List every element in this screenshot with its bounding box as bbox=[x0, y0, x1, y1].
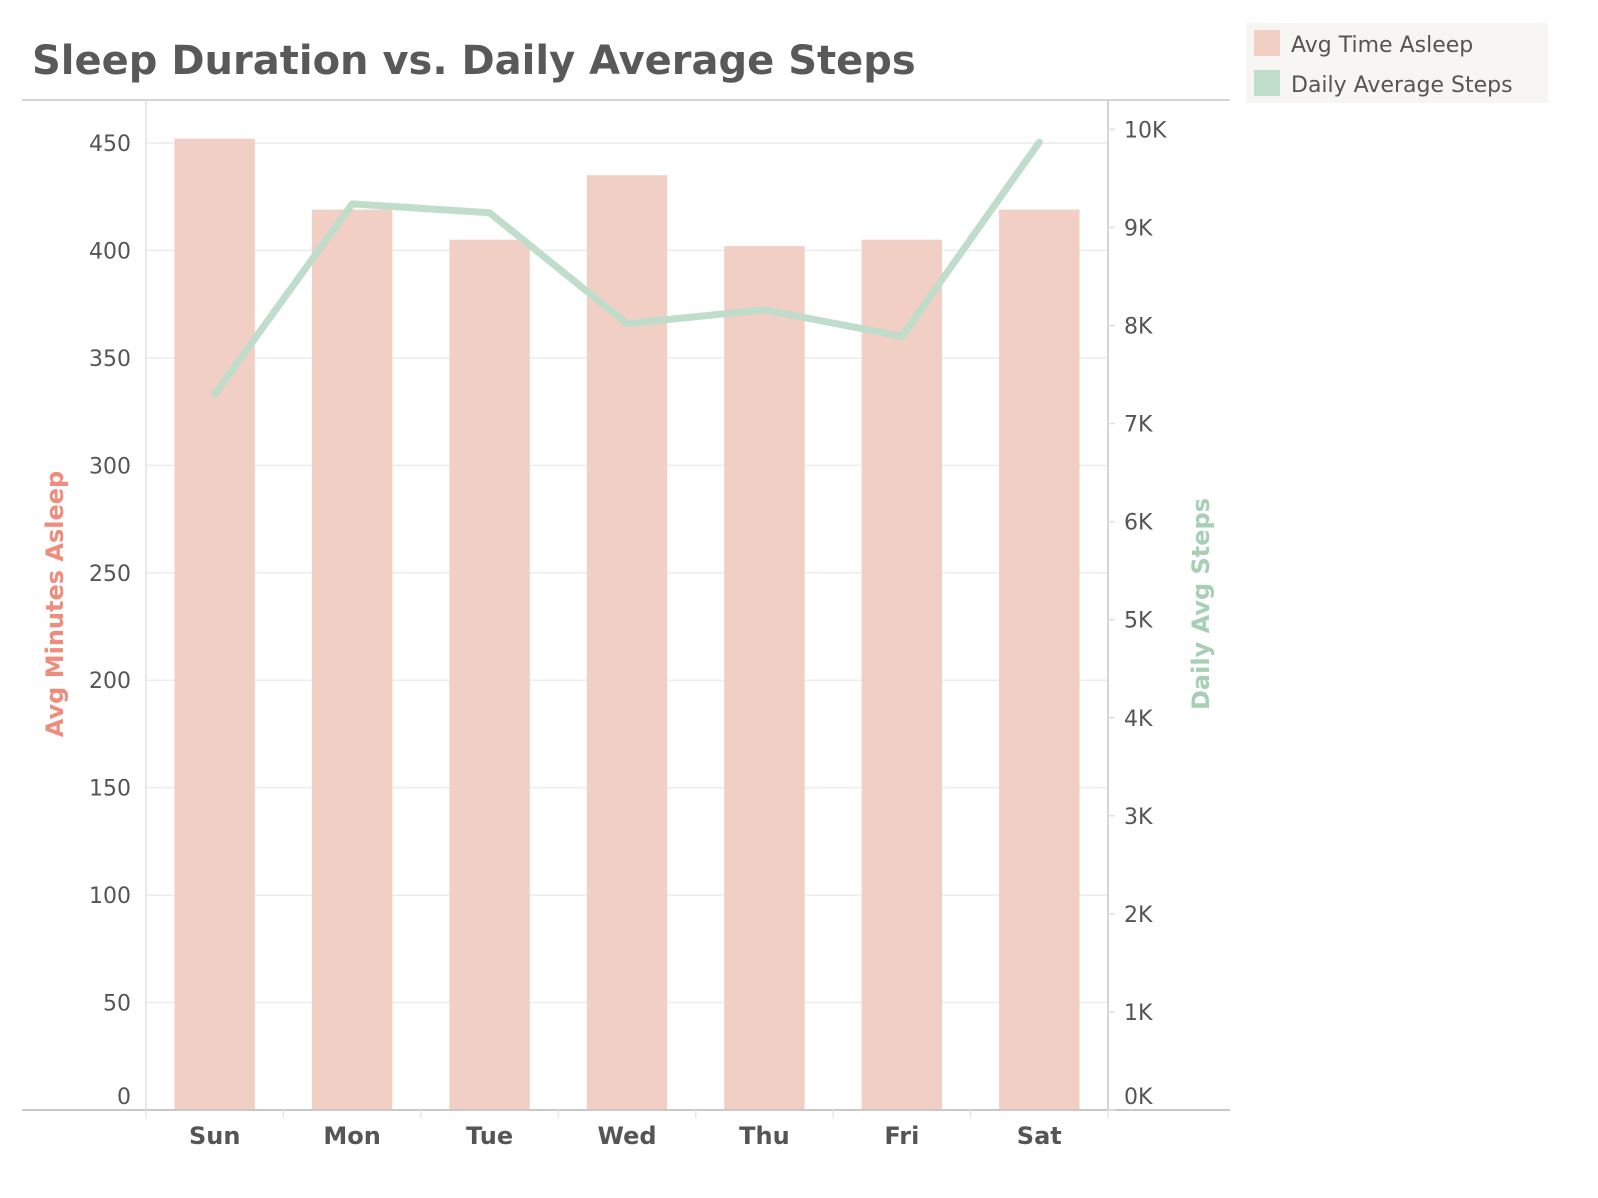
bar-mon bbox=[311, 209, 393, 1110]
category-label-sun: Sun bbox=[189, 1122, 240, 1150]
right-tick-label: 8K bbox=[1124, 315, 1153, 340]
bar-fri bbox=[861, 239, 943, 1110]
bar-tue bbox=[449, 239, 530, 1110]
category-label-fri: Fri bbox=[884, 1122, 919, 1150]
line-series bbox=[211, 138, 1043, 398]
bar-wed bbox=[586, 175, 668, 1110]
category-label-sat: Sat bbox=[1017, 1122, 1062, 1150]
right-axis-label: Daily Avg Steps bbox=[1187, 498, 1215, 710]
category-label-mon: Mon bbox=[323, 1122, 380, 1150]
legend-swatch-avg-time-asleep bbox=[1254, 30, 1280, 56]
right-tick-label: 1K bbox=[1124, 1001, 1153, 1026]
left-tick-label: 400 bbox=[89, 239, 131, 264]
right-tick-label: 2K bbox=[1124, 903, 1153, 928]
right-tick-label: 10K bbox=[1124, 118, 1167, 143]
bar-sun bbox=[174, 138, 255, 1110]
legend-label-daily-average-steps: Daily Average Steps bbox=[1291, 73, 1513, 98]
left-tick-label: 300 bbox=[89, 454, 131, 479]
right-tick-label: 6K bbox=[1124, 511, 1153, 536]
right-tick-label: 0K bbox=[1124, 1085, 1153, 1110]
category-label-wed: Wed bbox=[597, 1122, 656, 1150]
left-tick-label: 350 bbox=[89, 347, 131, 372]
right-tick-label: 7K bbox=[1124, 413, 1153, 438]
category-labels: Sun Mon Tue Wed Thu Fri Sat bbox=[189, 1122, 1062, 1150]
left-tick-label: 450 bbox=[89, 132, 131, 157]
left-tick-label: 100 bbox=[89, 884, 131, 909]
bar-sat bbox=[999, 209, 1080, 1110]
left-axis-ticks: 0 50 100 150 200 250 300 350 400 450 bbox=[89, 132, 131, 1110]
left-tick-label: 150 bbox=[89, 777, 131, 802]
legend-swatch-daily-average-steps bbox=[1254, 70, 1280, 96]
right-tick-label: 4K bbox=[1124, 707, 1153, 732]
left-tick-label: 0 bbox=[117, 1085, 131, 1110]
left-axis-label: Avg Minutes Asleep bbox=[41, 471, 69, 737]
right-tick-label: 5K bbox=[1124, 609, 1153, 634]
category-label-thu: Thu bbox=[739, 1122, 790, 1150]
axes bbox=[22, 99, 1230, 1118]
chart-title: Sleep Duration vs. Daily Average Steps bbox=[32, 38, 916, 84]
left-tick-label: 250 bbox=[89, 562, 131, 587]
right-axis-ticks: 0K 1K 2K 3K 4K 5K 6K 7K 8K 9K 10K bbox=[1108, 118, 1167, 1111]
category-label-tue: Tue bbox=[466, 1122, 513, 1150]
right-tick-label: 3K bbox=[1124, 805, 1153, 830]
bar-thu bbox=[724, 246, 805, 1110]
bar-series bbox=[174, 138, 1080, 1110]
legend-background bbox=[1246, 23, 1548, 103]
legend-label-avg-time-asleep: Avg Time Asleep bbox=[1291, 33, 1473, 58]
left-tick-label: 50 bbox=[103, 992, 131, 1017]
right-tick-label: 9K bbox=[1124, 216, 1153, 241]
legend: Avg Time Asleep Daily Average Steps bbox=[1246, 23, 1548, 103]
left-tick-label: 200 bbox=[89, 669, 131, 694]
